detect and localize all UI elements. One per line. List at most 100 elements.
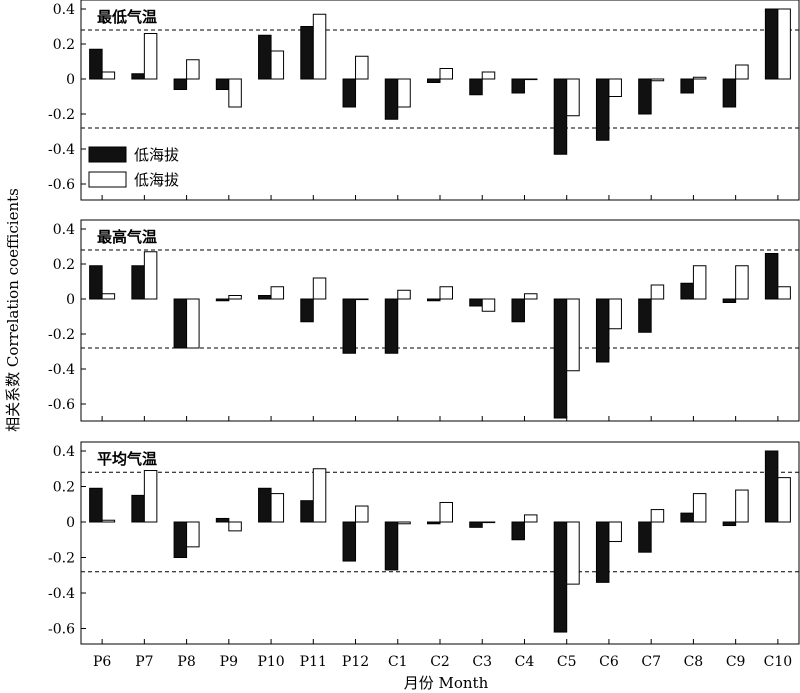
bar-p10-series-1: [258, 487, 272, 523]
bar-c2-series-1: [427, 298, 441, 302]
bar-c6-series-2: [608, 298, 622, 330]
bar-c9-series-2: [735, 64, 749, 80]
bar-c7-series-2: [650, 509, 665, 523]
y-tick-label: -0.4: [48, 362, 75, 378]
bar-p6-series-1: [89, 48, 103, 80]
bar-p8-series-1: [173, 78, 188, 90]
y-tick-label: 0: [66, 292, 75, 308]
bar-c10-series-1: [764, 253, 779, 300]
bar-p11-series-2: [312, 468, 327, 523]
bar-c9-series-1: [722, 521, 737, 527]
y-tick-label: -0.2: [48, 327, 75, 343]
legend-label-2: 低海拔: [134, 171, 179, 189]
legend-label-1: 低海拔: [134, 146, 179, 164]
bar-p12-series-1: [342, 298, 357, 354]
x-tick-label: P10: [257, 654, 284, 670]
x-tick-label: C3: [472, 654, 492, 670]
bar-p8-series-2: [186, 298, 200, 349]
bar-p6-series-1: [89, 265, 103, 300]
legend-swatch-1: [88, 146, 127, 163]
bar-c4-series-2: [523, 514, 538, 523]
bar-c2-series-2: [439, 68, 453, 80]
bar-c1-series-1: [384, 521, 399, 571]
bar-p12-series-2: [355, 298, 369, 301]
y-tick-label: 0.4: [53, 444, 75, 460]
bar-c8-series-2: [692, 265, 707, 300]
bar-c6-series-2: [608, 78, 622, 97]
y-tick-label: 0.2: [53, 480, 75, 496]
y-tick-label: -0.6: [48, 622, 75, 638]
panel-title: 平均气温: [97, 450, 157, 468]
bar-p7-series-1: [131, 73, 145, 80]
bar-p6-series-2: [101, 519, 116, 523]
bar-p7-series-2: [143, 33, 158, 80]
bar-c7-series-1: [638, 521, 652, 553]
bar-c5-series-2: [566, 298, 580, 372]
bar-c5-series-2: [566, 521, 580, 585]
bar-c10-series-1: [764, 450, 779, 523]
bar-c3-series-2: [481, 71, 496, 80]
bar-p12-series-1: [342, 78, 357, 108]
bar-c8-series-2: [692, 76, 707, 80]
y-tick-label: 0: [66, 515, 75, 531]
bar-p6-series-2: [101, 71, 116, 80]
bar-c6-series-2: [608, 521, 622, 543]
y-tick-label: -0.6: [48, 397, 75, 413]
bar-c7-series-1: [638, 298, 652, 333]
bar-c1-series-2: [397, 289, 411, 300]
bar-c2-series-1: [427, 521, 441, 525]
bar-p9-series-2: [228, 521, 242, 532]
bar-c2-series-2: [439, 501, 453, 523]
bar-p11-series-1: [300, 298, 314, 323]
x-tick-label: P11: [300, 654, 327, 670]
y-tick-label: 0.2: [53, 257, 75, 273]
bar-p7-series-2: [143, 470, 158, 523]
bar-p7-series-2: [143, 251, 158, 300]
y-tick-label: 0.4: [53, 222, 75, 238]
bar-c3-series-1: [469, 298, 483, 307]
y-tick-label: 0: [66, 72, 75, 88]
bar-p11-series-1: [300, 26, 314, 80]
x-tick-label: P7: [135, 654, 153, 670]
bar-c4-series-1: [511, 78, 525, 94]
bar-p8-series-1: [173, 298, 188, 349]
x-tick-label: C6: [599, 654, 619, 670]
bar-c6-series-1: [595, 78, 610, 141]
bar-p10-series-2: [270, 286, 285, 300]
bar-c5-series-1: [553, 298, 568, 419]
bar-p8-series-2: [186, 59, 200, 80]
bar-c5-series-1: [553, 521, 568, 633]
bar-p6-series-2: [101, 293, 116, 300]
legend-swatch-2: [88, 171, 127, 188]
bar-p8-series-1: [173, 521, 188, 558]
bar-p11-series-2: [312, 13, 327, 80]
x-tick-label: C8: [684, 654, 704, 670]
y-tick-label: -0.4: [48, 142, 75, 158]
y-tick-label: 0.2: [53, 37, 75, 53]
bar-p11-series-1: [300, 500, 314, 523]
bar-c7-series-2: [650, 78, 665, 82]
bar-p12-series-2: [355, 55, 369, 80]
chart-panel-3: 0.4 0.2 0 -0.2 -0.4 -0.6 P6 P7 P8 P9 P10 P11 P12 C1 C2…: [48, 441, 800, 670]
bar-p6-series-1: [89, 487, 103, 523]
x-tick-label: C4: [515, 654, 535, 670]
bar-p11-series-2: [312, 277, 327, 300]
panel-title: 最低气温: [97, 8, 157, 26]
bar-c3-series-1: [469, 78, 483, 96]
bar-p10-series-2: [270, 50, 285, 80]
bar-p9-series-2: [228, 78, 242, 108]
bar-p12-series-1: [342, 521, 357, 562]
chart-panel-2: 0.4 0.2 0 -0.2 -0.4 -0.6 最高气温: [48, 219, 800, 422]
bar-c10-series-2: [777, 477, 791, 523]
bar-c2-series-2: [439, 286, 453, 300]
chart-panels: 0.40.20-0.2-0.4-0.6最低气温低海拔低海拔0.40.20-0.2…: [48, 0, 800, 670]
bar-c9-series-1: [722, 78, 737, 108]
y-axis-label: 相关系数 Correlation coefficients: [4, 188, 22, 432]
bar-c9-series-1: [722, 298, 737, 303]
panel-title: 最高气温: [97, 228, 157, 246]
x-tick-label: C10: [764, 654, 793, 670]
y-tick-label: 0.4: [53, 2, 75, 18]
